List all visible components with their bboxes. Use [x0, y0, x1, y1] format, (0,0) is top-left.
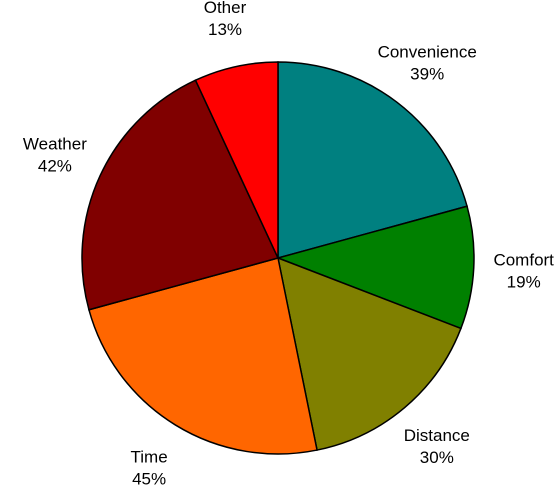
pie-slice-comfort — [275, 205, 475, 330]
slice-label-distance: Distance — [404, 426, 470, 445]
slice-percent-other: 13% — [208, 20, 242, 39]
slice-percent-comfort: 19% — [507, 272, 541, 291]
slice-label-time: Time — [131, 448, 168, 467]
slice-label-comfort: Comfort — [493, 250, 554, 269]
slice-percent-distance: 30% — [420, 448, 454, 467]
pie-slice-weather — [81, 79, 280, 311]
slice-percent-weather: 42% — [38, 157, 72, 176]
slice-percent-convenience: 39% — [410, 64, 444, 83]
slice-label-convenience: Convenience — [378, 42, 477, 61]
pie-slice-time — [88, 257, 318, 455]
pie-slice-other — [194, 61, 279, 259]
pie-slices — [81, 61, 475, 455]
slice-percent-time: 45% — [132, 470, 166, 485]
slice-label-other: Other — [204, 0, 247, 17]
pie-labels: Convenience 39% Comfort 19% Distance 30% Time 4… — [23, 0, 554, 485]
slice-label-weather: Weather — [23, 135, 87, 154]
pie-slice-distance — [276, 256, 462, 451]
pie-slice-convenience — [277, 61, 468, 259]
